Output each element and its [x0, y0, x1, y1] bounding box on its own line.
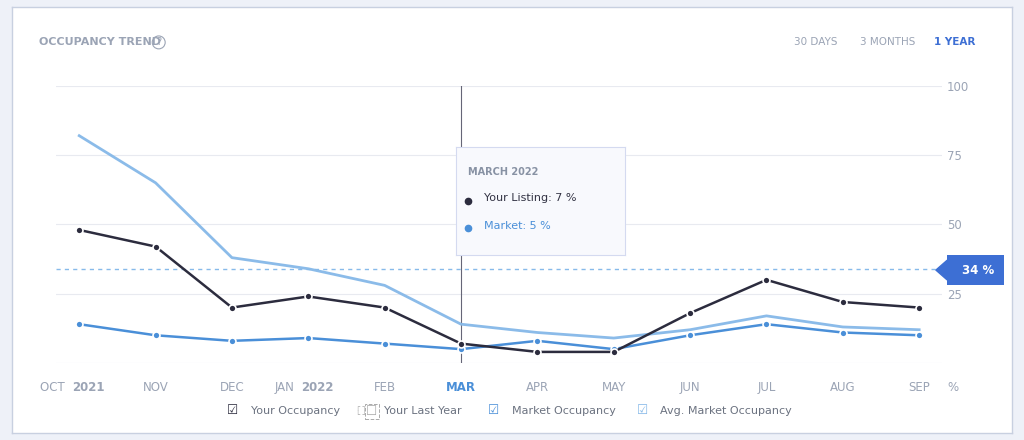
Text: MAY: MAY [601, 381, 626, 394]
Text: AUG: AUG [830, 381, 856, 394]
Text: NOV: NOV [142, 381, 169, 394]
Text: 3 MONTHS: 3 MONTHS [860, 37, 915, 48]
Text: DEC: DEC [219, 381, 245, 394]
Text: Avg. Market Occupancy: Avg. Market Occupancy [660, 406, 793, 416]
Text: SEP: SEP [908, 381, 930, 394]
Text: Your Occupancy: Your Occupancy [251, 406, 340, 416]
Text: 2021: 2021 [72, 381, 104, 394]
Text: APR: APR [525, 381, 549, 394]
Text: Market Occupancy: Market Occupancy [512, 406, 615, 416]
Text: ☑: ☑ [637, 404, 647, 417]
Text: ☑: ☑ [227, 404, 238, 417]
Text: OCCUPANCY TREND: OCCUPANCY TREND [39, 37, 161, 48]
Text: MAR: MAR [446, 381, 476, 394]
Text: Market: 5 %: Market: 5 % [484, 221, 551, 231]
Text: Your Last Year: Your Last Year [384, 406, 462, 416]
Text: ?: ? [156, 37, 162, 48]
Text: Your Listing: 7 %: Your Listing: 7 % [484, 193, 577, 203]
Text: ☑: ☑ [488, 404, 499, 417]
Text: JUN: JUN [680, 381, 700, 394]
Text: FEB: FEB [374, 381, 395, 394]
Text: ☐: ☐ [367, 405, 377, 418]
FancyArrowPatch shape [936, 260, 947, 280]
Text: 1 YEAR: 1 YEAR [934, 37, 975, 48]
Text: MARCH 2022: MARCH 2022 [468, 167, 538, 177]
Text: 34 %: 34 % [963, 264, 994, 277]
Text: ┌ ┐
└ ┘: ┌ ┐ └ ┘ [356, 404, 367, 418]
Text: JUL: JUL [758, 381, 775, 394]
Text: %: % [947, 381, 958, 394]
Text: JAN: JAN [274, 381, 298, 394]
Text: OCT: OCT [41, 381, 69, 394]
Text: 30 DAYS: 30 DAYS [794, 37, 837, 48]
Text: 2022: 2022 [301, 381, 334, 394]
